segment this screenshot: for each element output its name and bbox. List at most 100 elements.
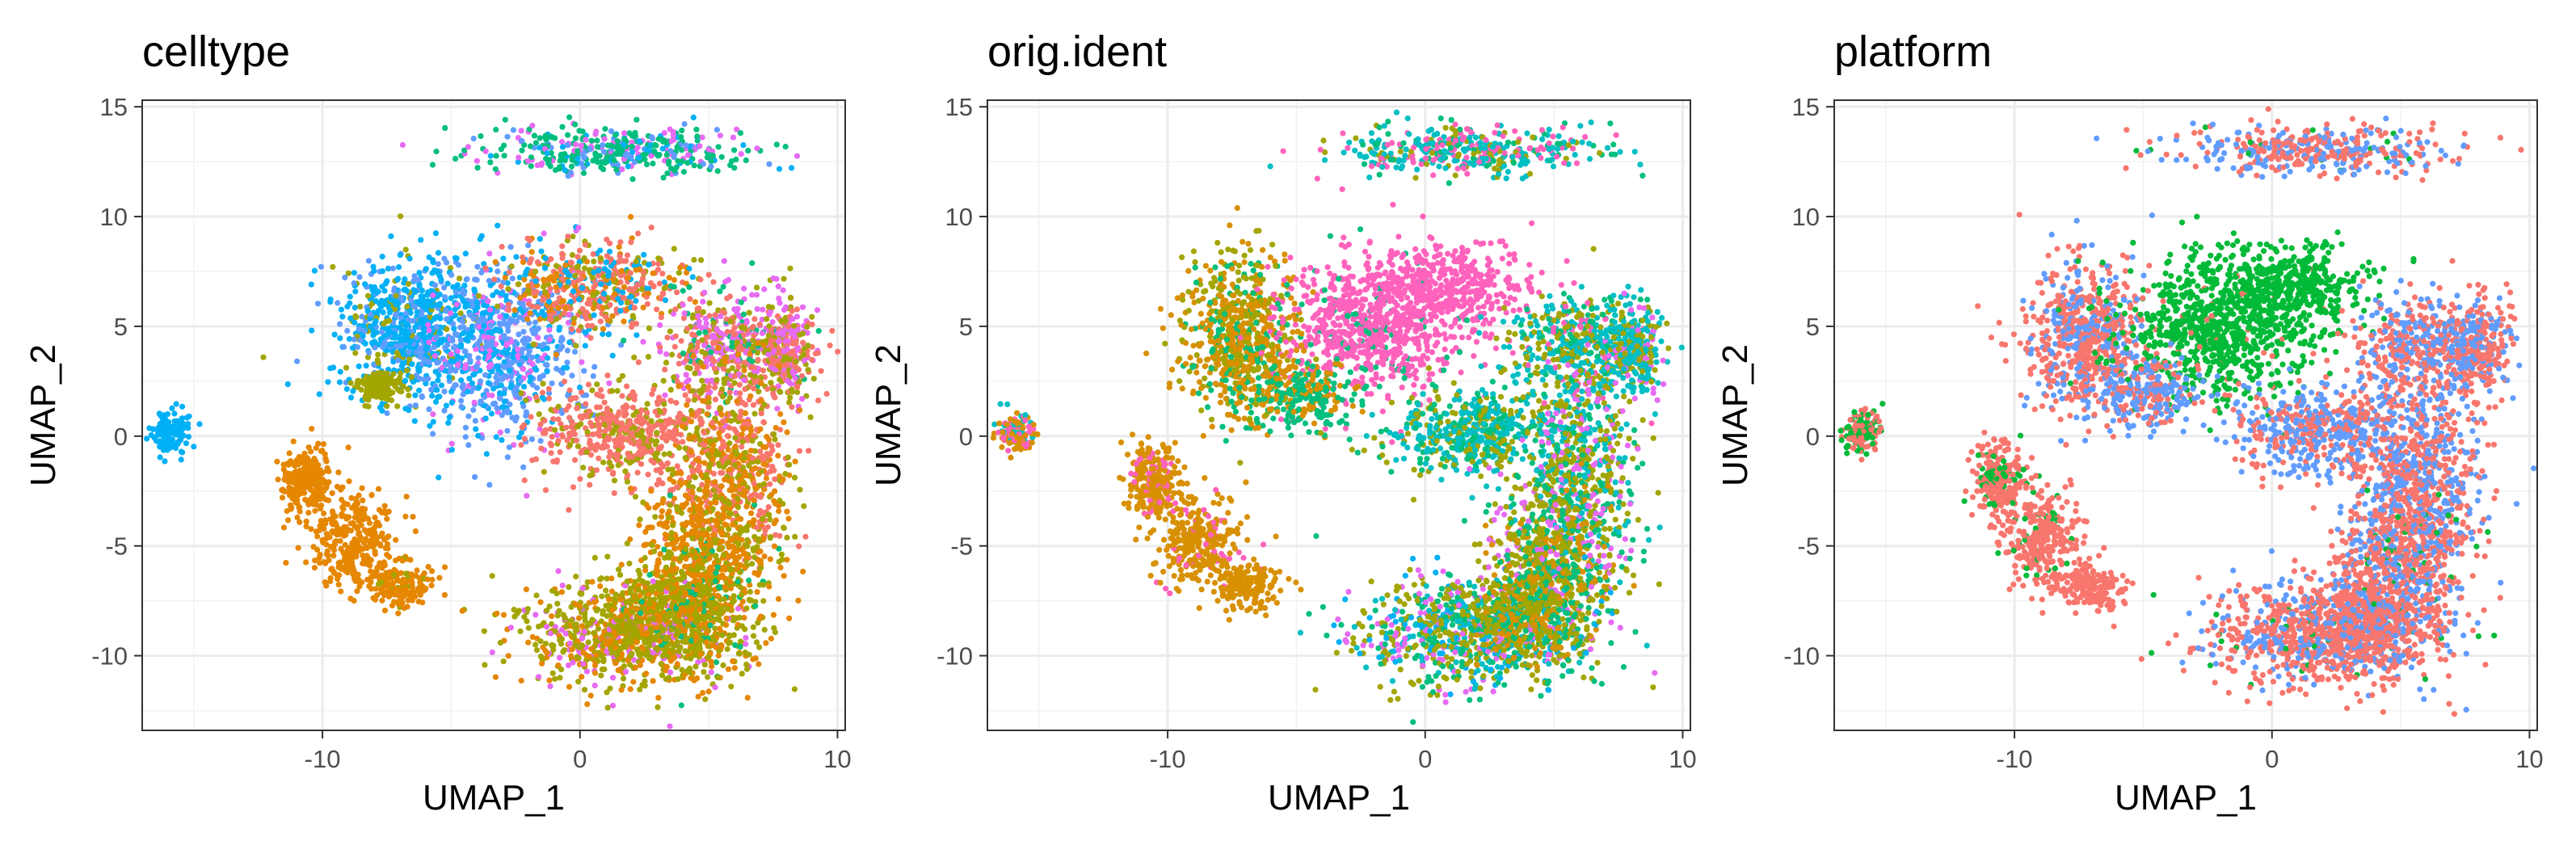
scatter-point xyxy=(385,397,391,403)
scatter-point xyxy=(390,588,397,595)
scatter-point xyxy=(554,271,560,277)
scatter-point xyxy=(464,275,470,282)
scatter-point xyxy=(667,148,674,154)
scatter-point xyxy=(705,271,712,278)
scatter-point xyxy=(342,274,348,281)
scatter-point xyxy=(403,310,410,317)
scatter-point xyxy=(624,252,631,259)
scatter-point xyxy=(789,316,796,322)
scatter-point xyxy=(318,503,325,509)
scatter-point xyxy=(532,278,539,284)
scatter-point xyxy=(587,334,594,341)
scatter-point xyxy=(576,296,583,303)
scatter-point xyxy=(487,306,494,313)
scatter-point xyxy=(590,372,596,380)
scatter-point xyxy=(364,544,370,551)
scatter-point xyxy=(347,520,354,527)
scatter-point xyxy=(347,380,354,386)
scatter-point xyxy=(357,303,364,310)
scatter-point xyxy=(662,366,668,372)
scatter-point xyxy=(475,318,482,325)
scatter-point xyxy=(424,576,431,583)
scatter-point xyxy=(353,550,360,557)
scatter-point xyxy=(283,560,289,566)
scatter-point xyxy=(829,327,836,334)
scatter-point xyxy=(356,536,363,543)
scatter-point xyxy=(395,357,402,364)
scatter-point xyxy=(452,155,459,162)
scatter-point xyxy=(611,157,617,163)
scatter-point xyxy=(470,135,477,142)
scatter-point xyxy=(370,371,377,377)
scatter-point xyxy=(336,321,343,327)
scatter-point xyxy=(581,368,587,374)
scatter-point xyxy=(753,292,760,298)
scatter-point xyxy=(684,160,691,166)
scatter-point xyxy=(645,471,651,477)
scatter-point xyxy=(396,264,402,271)
scatter-point xyxy=(726,424,733,431)
scatter-point xyxy=(372,596,378,603)
scatter-point xyxy=(596,432,603,440)
scatter-point xyxy=(621,337,627,343)
scatter-point xyxy=(725,447,732,453)
scatter-point xyxy=(457,275,463,282)
scatter-point xyxy=(405,280,411,287)
scatter-point xyxy=(579,359,585,365)
scatter-point xyxy=(355,524,361,531)
scatter-point xyxy=(711,365,718,372)
scatter-point xyxy=(721,366,727,372)
scatter-point xyxy=(601,399,608,406)
scatter-point xyxy=(645,354,652,360)
scatter-point xyxy=(529,122,536,129)
scatter-point xyxy=(671,427,678,434)
scatter-point xyxy=(601,266,608,272)
scatter-point xyxy=(179,403,186,410)
scatter-point xyxy=(676,410,684,417)
scatter-point xyxy=(737,390,743,397)
scatter-point xyxy=(802,533,809,540)
scatter-point xyxy=(310,544,317,550)
scatter-point xyxy=(565,132,571,138)
scatter-point xyxy=(754,350,761,356)
scatter-point xyxy=(511,307,518,313)
scatter-point xyxy=(792,375,798,381)
scatter-point xyxy=(497,429,503,435)
scatter-point xyxy=(388,233,394,239)
scatter-point xyxy=(694,344,701,351)
scatter-point xyxy=(674,289,680,296)
scatter-point xyxy=(378,586,385,592)
scatter-point xyxy=(619,420,625,427)
scatter-point xyxy=(475,355,482,361)
scatter-point xyxy=(360,516,366,523)
scatter-point xyxy=(428,583,435,589)
scatter-point xyxy=(486,353,492,360)
scatter-point xyxy=(412,528,419,535)
scatter-point xyxy=(454,282,461,288)
scatter-point xyxy=(492,259,499,265)
scatter-point xyxy=(667,386,674,393)
scatter-point xyxy=(755,458,761,465)
scatter-point xyxy=(326,479,332,486)
scatter-point xyxy=(599,393,605,400)
scatter-point xyxy=(392,312,399,319)
scatter-point xyxy=(538,248,545,254)
scatter-point xyxy=(397,589,404,595)
scatter-point xyxy=(474,158,481,164)
scatter-point xyxy=(384,410,390,417)
scatter-point xyxy=(563,406,570,413)
scatter-point xyxy=(344,327,351,334)
scatter-point xyxy=(600,459,607,465)
scatter-point xyxy=(680,288,686,294)
scatter-point xyxy=(672,306,679,313)
scatter-point xyxy=(531,289,537,296)
scatter-point xyxy=(429,568,436,574)
scatter-point xyxy=(508,360,515,367)
scatter-point xyxy=(814,350,822,356)
scatter-point xyxy=(535,357,541,364)
scatter-point xyxy=(600,296,607,302)
scatter-point xyxy=(617,427,624,434)
scatter-point xyxy=(343,532,349,538)
scatter-point xyxy=(337,368,343,375)
scatter-point xyxy=(741,376,747,383)
